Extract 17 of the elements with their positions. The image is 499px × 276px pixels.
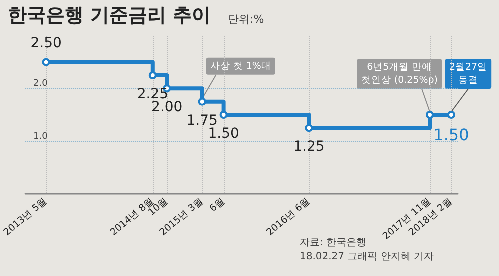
text: 자료: 한국은행: [300, 238, 367, 248]
data-label: 1.50: [434, 126, 470, 144]
y-axis-title: 단위:%: [228, 13, 264, 26]
annotation: 6년5개월 만에 첫인상 (0.25%p): [361, 62, 438, 86]
data-label: 2.00: [152, 100, 183, 116]
y-tick-label: 1.0: [34, 132, 48, 142]
text: 18.02.27 그래픽 안지혜 기자: [300, 252, 434, 262]
annotation: 사상 첫 1%대: [210, 60, 272, 72]
x-tick-label: 6월: [208, 196, 228, 215]
y-tick-label: 2.0: [34, 79, 48, 90]
data-label: 1.25: [294, 139, 325, 156]
data-label: 2.25: [137, 86, 168, 102]
data-label: 1.75: [186, 112, 218, 129]
chart-title: 한국은행 기준금리 추이: [8, 4, 212, 26]
data-label: 1.50: [208, 126, 240, 142]
annotation: 2월27일 동결: [449, 62, 488, 86]
data-label: 2.50: [30, 35, 62, 52]
